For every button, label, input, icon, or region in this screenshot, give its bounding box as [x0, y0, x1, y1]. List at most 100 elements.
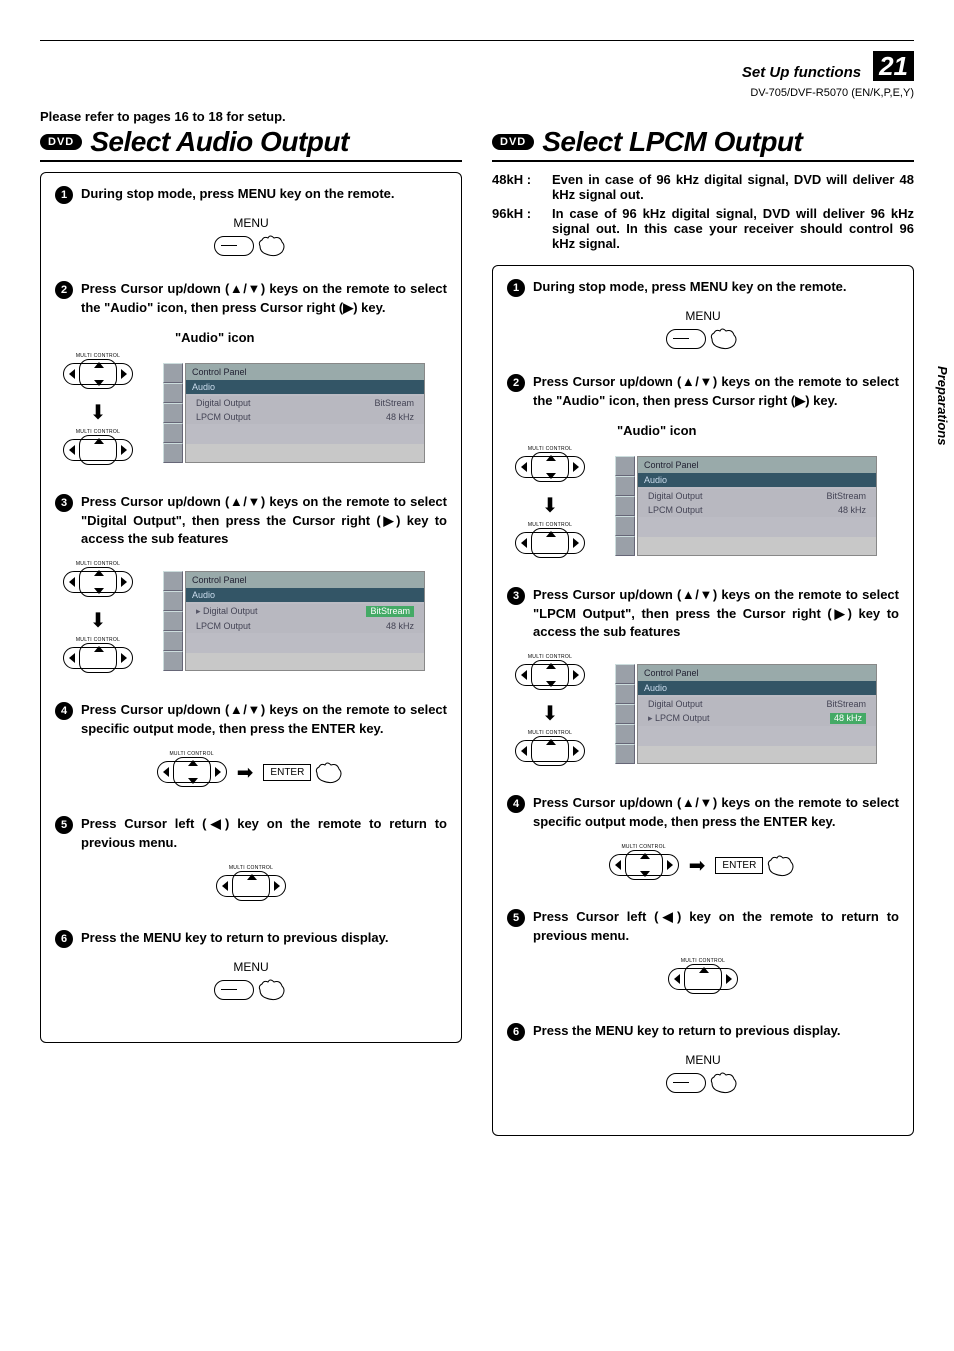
panel-row: Digital Output BitStream — [638, 697, 876, 711]
hand-icon — [256, 232, 288, 260]
down-arrow-icon: ⬇ — [90, 403, 107, 423]
enter-button-icon: ENTER — [263, 764, 311, 781]
right-column: DVD Select LPCM Output 48kH : Even in ca… — [492, 126, 914, 1136]
remote-multi-control-icon: MULTI CONTROL — [157, 751, 227, 795]
right-arrow-icon: ➡ — [237, 760, 254, 785]
step-num-icon: 2 — [55, 281, 73, 299]
panel-row: ▸ LPCM Output 48 kHz — [638, 711, 876, 726]
hand-icon — [708, 1069, 740, 1097]
panel-icon-column — [615, 456, 637, 556]
right-step5-diagram: MULTI CONTROL — [507, 958, 899, 1002]
model-line: DV-705/DVF-R5070 (EN/K,P,E,Y) — [40, 87, 914, 99]
panel-row: Digital Output BitStream — [186, 396, 424, 410]
lpcm-notes: 48kH : Even in case of 96 kHz digital si… — [492, 172, 914, 251]
top-divider — [40, 40, 914, 41]
down-arrow-icon: ⬇ — [90, 611, 107, 631]
down-arrow-icon: ⬇ — [542, 704, 559, 724]
step-text: Press Cursor up/down (▲/▼) keys on the r… — [81, 701, 447, 739]
menu-button-diagram: MENU — [666, 309, 740, 353]
right-section-title: DVD Select LPCM Output — [492, 126, 914, 162]
dvd-icon: DVD — [40, 134, 82, 150]
left-section-title: DVD Select Audio Output — [40, 126, 462, 162]
hand-icon — [256, 976, 288, 1004]
control-panel-screenshot: Control Panel Audio Digital Output BitSt… — [615, 664, 877, 764]
enter-button-icon: ENTER — [715, 857, 763, 874]
panel-title: Control Panel — [186, 364, 424, 380]
menu-button-icon — [214, 236, 254, 256]
left-step3-diagram: MULTI CONTROL ⬇ MULTI CONTROL — [55, 561, 447, 681]
audio-icon-label: "Audio" icon — [617, 423, 899, 438]
dvd-icon: DVD — [492, 134, 534, 150]
right-step-1: 1 During stop mode, press MENU key on th… — [507, 278, 899, 297]
step-text: Press the MENU key to return to previous… — [533, 1022, 899, 1041]
menu-button-icon — [666, 1073, 706, 1093]
control-panel-screenshot: Control Panel Audio Digital Output BitSt… — [615, 456, 877, 556]
remote-multi-control-icon: MULTI CONTROL — [609, 844, 679, 888]
control-panel-screenshot: Control Panel Audio ▸ Digital Output Bit… — [163, 571, 425, 671]
menu-label: MENU — [685, 1053, 720, 1067]
menu-label: MENU — [685, 309, 720, 323]
right-step-3: 3 Press Cursor up/down (▲/▼) keys on the… — [507, 586, 899, 643]
page: Set Up functions 21 DV-705/DVF-R5070 (EN… — [0, 0, 954, 1176]
step-text: Press the MENU key to return to previous… — [81, 929, 447, 948]
audio-icon-label: "Audio" icon — [175, 330, 447, 345]
panel-row: LPCM Output 48 kHz — [186, 619, 424, 633]
panel-row: Digital Output BitStream — [638, 489, 876, 503]
left-step-4: 4 Press Cursor up/down (▲/▼) keys on the… — [55, 701, 447, 739]
panel-subtitle: Audio — [186, 588, 424, 602]
panel-shot: Control Panel Audio Digital Output BitSt… — [185, 363, 425, 463]
right-step3-diagram: MULTI CONTROL ⬇ MULTI CONTROL — [507, 654, 899, 774]
panel-title: Control Panel — [186, 572, 424, 588]
menu-label: MENU — [233, 216, 268, 230]
remote-multi-control-icon: MULTI CONTROL — [668, 958, 738, 1002]
side-tab: Preparations — [931, 360, 954, 451]
remote-multi-control-icon: MULTI CONTROL — [63, 561, 133, 605]
remote-stack: MULTI CONTROL ⬇ MULTI CONTROL — [515, 446, 585, 566]
right-step4-diagram: MULTI CONTROL ➡ ENTER — [507, 844, 899, 888]
step-text: Press Cursor up/down (▲/▼) keys on the r… — [81, 493, 447, 550]
left-step1-diagram: MENU — [55, 216, 447, 260]
step-text: Press Cursor up/down (▲/▼) keys on the r… — [533, 373, 899, 411]
right-step2-diagram: MULTI CONTROL ⬇ MULTI CONTROL — [507, 446, 899, 566]
note-48k-text: Even in case of 96 kHz digital signal, D… — [552, 172, 914, 202]
right-step-6: 6 Press the MENU key to return to previo… — [507, 1022, 899, 1041]
panel-subtitle: Audio — [186, 380, 424, 394]
left-step-5: 5 Press Cursor left (◀) key on the remot… — [55, 815, 447, 853]
left-step2-diagram: MULTI CONTROL ⬇ MULTI CONTROL — [55, 353, 447, 473]
hand-icon — [708, 325, 740, 353]
step-num-icon: 4 — [55, 702, 73, 720]
left-step-2: 2 Press Cursor up/down (▲/▼) keys on the… — [55, 280, 447, 318]
step-text: Press Cursor left (◀) key on the remote … — [81, 815, 447, 853]
panel-subtitle: Audio — [638, 681, 876, 695]
hand-icon — [765, 852, 797, 880]
menu-button-diagram: MENU — [214, 960, 288, 1004]
panel-title: Control Panel — [638, 665, 876, 681]
remote-multi-control-icon: MULTI CONTROL — [515, 654, 585, 698]
menu-button-diagram: MENU — [666, 1053, 740, 1097]
panel-row: ▸ Digital Output BitStream — [186, 604, 424, 619]
step-num-icon: 3 — [507, 587, 525, 605]
panel-shot: Control Panel Audio Digital Output BitSt… — [637, 456, 877, 556]
remote-multi-control-icon: MULTI CONTROL — [515, 446, 585, 490]
left-step5-diagram: MULTI CONTROL — [55, 865, 447, 909]
left-step-6: 6 Press the MENU key to return to previo… — [55, 929, 447, 948]
step-num-icon: 4 — [507, 795, 525, 813]
remote-multi-control-icon: MULTI CONTROL — [515, 522, 585, 566]
step-num-icon: 6 — [55, 930, 73, 948]
menu-button-icon — [214, 980, 254, 1000]
step-text: Press Cursor up/down (▲/▼) keys on the r… — [533, 794, 899, 832]
left-step6-diagram: MENU — [55, 960, 447, 1004]
panel-shot: Control Panel Audio ▸ Digital Output Bit… — [185, 571, 425, 671]
menu-button-icon — [666, 329, 706, 349]
remote-multi-control-icon: MULTI CONTROL — [63, 637, 133, 681]
panel-icon-column — [615, 664, 637, 764]
note-96k-text: In case of 96 kHz digital signal, DVD wi… — [552, 206, 914, 251]
down-arrow-icon: ⬇ — [542, 496, 559, 516]
step-num-icon: 1 — [507, 279, 525, 297]
panel-row: LPCM Output 48 kHz — [638, 503, 876, 517]
control-panel-screenshot: Control Panel Audio Digital Output BitSt… — [163, 363, 425, 463]
hand-icon — [313, 759, 345, 787]
panel-subtitle: Audio — [638, 473, 876, 487]
left-instruction-panel: 1 During stop mode, press MENU key on th… — [40, 172, 462, 1043]
step-text: Press Cursor left (◀) key on the remote … — [533, 908, 899, 946]
